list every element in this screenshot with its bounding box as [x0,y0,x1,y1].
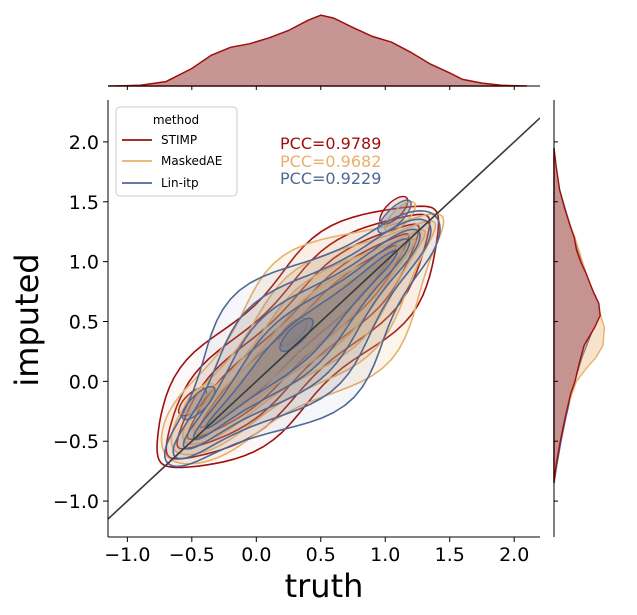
kde-contour-level [186,233,410,440]
y-tick-label: 0.0 [69,371,99,393]
y-tick-label: 1.5 [69,192,99,214]
y-tick-label: 2.0 [69,132,99,154]
x-tick-label: 0.0 [241,544,271,566]
pcc-annotation-stimp: PCC=0.9789 [280,134,381,153]
right-marginal-panel [553,100,606,537]
legend-label-stimp: STIMP [161,133,197,147]
legend-frame [115,106,238,197]
kde-contour-level [176,223,420,450]
y-axis-label: imputed [8,253,46,386]
kde-contour-core [377,199,412,234]
legend: method STIMP MaskedAE Lin-itp [115,106,238,197]
y-tick-label: −1.0 [53,491,99,513]
x-tick-label: −0.5 [169,544,215,566]
kde-contours-stimp [156,195,440,469]
x-tick-label: 1.0 [370,544,400,566]
pcc-annotation-linitp: PCC=0.9229 [280,169,381,188]
right-marginal-density [553,147,601,484]
x-tick-label: 1.5 [435,544,465,566]
legend-label-linitp: Lin-itp [161,176,199,190]
main-panel: −1.0 −0.5 0.0 0.5 1.0 1.5 2.0 −1.0 −0.5 0.0 0.5 1.… [53,100,540,566]
y-tick-label: 0.5 [69,311,99,333]
legend-label-maskedae: MaskedAE [161,154,222,168]
identity-reference-line [108,117,540,520]
kde-contour-core [279,317,314,353]
x-axis-label: truth [285,567,364,605]
kde-contour-level [156,205,440,469]
legend-title: method [153,113,199,127]
top-marginal-density [107,14,528,87]
pcc-annotation-maskedae: PCC=0.9682 [280,152,381,171]
top-marginal-panel [107,14,540,90]
x-tick-label: −1.0 [104,544,150,566]
kde-contour-core [183,382,215,415]
y-tick-label: 1.0 [69,252,99,274]
kde-contour-core [181,385,216,421]
y-tick-label: −0.5 [53,431,99,453]
x-tick-label: 2.0 [499,544,529,566]
x-tick-label: 0.5 [306,544,336,566]
